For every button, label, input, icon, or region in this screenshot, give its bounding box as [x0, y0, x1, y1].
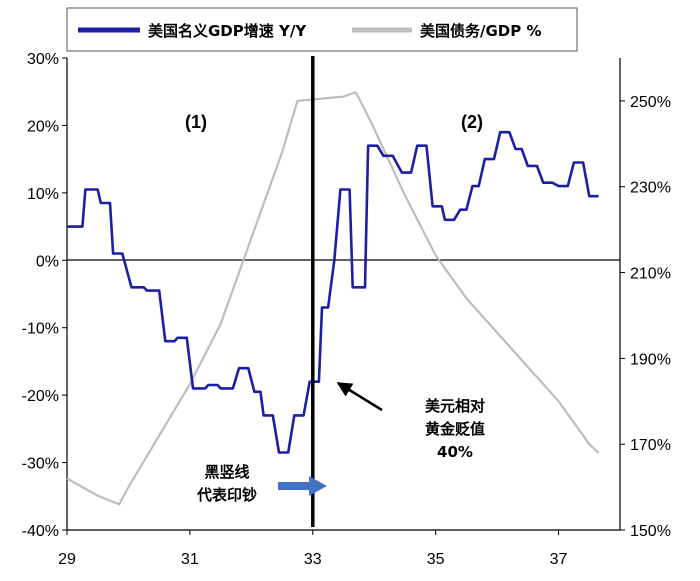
x-tick-label: 29	[58, 551, 76, 568]
x-tick-label: 31	[181, 551, 199, 568]
right-tick-label: 170%	[630, 437, 671, 454]
series-layer	[66, 91, 600, 506]
right-tick-label: 250%	[630, 94, 671, 111]
left-tick-label: 30%	[27, 51, 59, 68]
dollar-note: 美元相对 黄金贬值 40%	[336, 381, 485, 461]
series-line-debt	[66, 91, 600, 506]
line-note: 黑竖线 代表印钞	[196, 463, 327, 504]
left-tick-label: -40%	[22, 523, 59, 540]
line-note-arrow	[278, 476, 327, 496]
left-tick-label: -30%	[22, 456, 59, 473]
right-tick-label: 230%	[630, 180, 671, 197]
left-axis-ticks: 30% 20% 10% 0% -10% -20% -30% -40%	[22, 51, 67, 540]
line-note-line-1: 黑竖线	[204, 463, 249, 481]
x-tick-label: 33	[304, 551, 322, 568]
right-tick-label: 190%	[630, 351, 671, 368]
region-label-2: (2)	[461, 112, 483, 132]
legend-label-debt: 美国债务/GDP %	[420, 22, 542, 40]
left-tick-label: 10%	[27, 186, 59, 203]
left-tick-label: 0%	[36, 253, 59, 270]
x-tick-label: 35	[427, 551, 445, 568]
dollar-note-line-1: 美元相对	[425, 397, 485, 415]
right-tick-label: 210%	[630, 266, 671, 283]
dollar-note-line-2: 黄金贬值	[425, 420, 485, 438]
right-tick-label: 150%	[630, 523, 671, 540]
region-label-1: (1)	[185, 112, 207, 132]
legend: 美国名义GDP增速 Y/Y 美国债务/GDP %	[66, 7, 578, 52]
x-axis-ticks: 29 31 33 35 37	[58, 530, 568, 568]
right-axis-ticks: 250% 230% 210% 190% 170% 150%	[620, 94, 671, 540]
legend-label-gdp: 美国名义GDP增速 Y/Y	[148, 22, 307, 40]
left-tick-label: 20%	[27, 118, 59, 135]
legend-frame	[66, 7, 578, 52]
left-tick-label: -10%	[22, 321, 59, 338]
line-note-line-2: 代表印钞	[196, 486, 257, 504]
dollar-note-line-3: 40%	[437, 443, 473, 461]
x-tick-label: 37	[550, 551, 568, 568]
dollar-note-arrow	[336, 381, 383, 412]
left-tick-label: -20%	[22, 388, 59, 405]
series-line-gdp	[67, 130, 599, 454]
axes: 30% 20% 10% 0% -10% -20% -30% -40% 250% 230% 210%…	[22, 51, 671, 568]
